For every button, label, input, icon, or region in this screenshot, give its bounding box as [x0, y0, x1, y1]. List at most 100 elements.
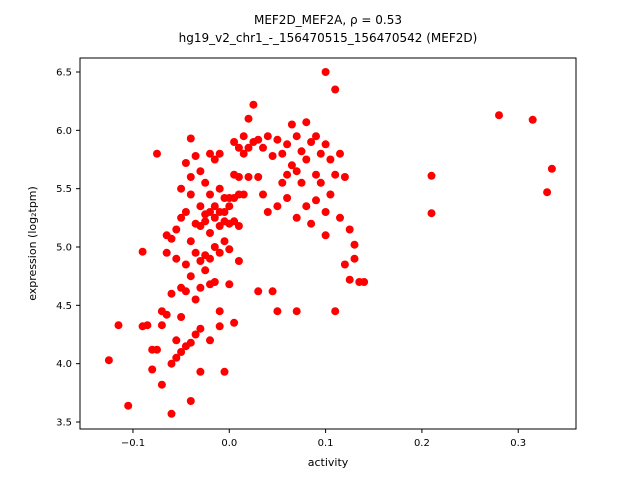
x-tick-label: 0.0 — [221, 438, 237, 449]
data-point — [278, 178, 287, 187]
data-point — [177, 213, 186, 222]
data-point — [162, 248, 171, 257]
data-point — [181, 287, 190, 296]
data-point — [186, 397, 195, 405]
data-point — [292, 213, 301, 222]
data-point — [336, 149, 344, 158]
data-point — [186, 237, 195, 246]
data-point — [172, 225, 181, 234]
data-point — [220, 208, 229, 216]
data-point — [234, 173, 243, 181]
data-point — [104, 356, 113, 365]
data-point — [191, 152, 200, 160]
data-point — [283, 170, 292, 179]
data-point — [206, 254, 214, 263]
data-point — [283, 194, 292, 202]
data-point — [196, 257, 205, 265]
y-axis-label: expression (log₂tpm) — [26, 186, 39, 301]
data-point — [297, 147, 306, 156]
data-point — [234, 222, 243, 230]
axis-ticks: −0.1 0.0 0.1 0.2 0.3 3.5 4.0 4.5 5.0 5.5 6.0 6.5 — [56, 68, 526, 450]
data-point — [191, 248, 200, 257]
data-point — [340, 260, 349, 269]
data-point — [172, 353, 181, 362]
data-point — [206, 336, 214, 345]
data-point — [263, 132, 272, 141]
y-tick-label: 4.0 — [56, 359, 72, 370]
data-point — [196, 283, 205, 292]
data-point — [283, 140, 292, 149]
data-point — [287, 120, 296, 129]
data-point — [278, 149, 287, 158]
data-point — [167, 409, 176, 418]
data-point — [206, 190, 214, 199]
data-point — [234, 143, 243, 152]
data-point — [167, 359, 176, 368]
data-point — [210, 213, 219, 222]
data-point — [167, 289, 176, 298]
data-point — [273, 202, 282, 211]
data-point — [268, 287, 277, 296]
data-point — [307, 219, 316, 228]
data-point — [254, 287, 263, 296]
data-point — [196, 202, 205, 211]
data-point — [181, 208, 190, 216]
data-point — [312, 132, 320, 141]
data-point — [230, 318, 239, 327]
data-point — [157, 380, 166, 389]
data-point — [210, 202, 219, 211]
data-point — [225, 245, 234, 254]
data-point — [427, 209, 436, 218]
data-point — [336, 213, 344, 222]
data-point — [427, 171, 436, 180]
data-point — [350, 240, 359, 249]
y-tick-label: 5.0 — [56, 243, 72, 254]
y-tick-label: 3.5 — [56, 418, 72, 429]
data-point — [191, 295, 200, 304]
data-point — [191, 330, 200, 339]
data-point — [230, 138, 239, 146]
chart-title-line-2: hg19_v2_chr1_-_156470515_156470542 (MEF2… — [179, 31, 478, 45]
data-point — [331, 170, 340, 179]
data-point — [206, 208, 214, 216]
scatter-points — [104, 68, 556, 418]
data-point — [321, 68, 330, 76]
data-point — [234, 257, 243, 265]
data-point — [292, 167, 301, 176]
data-point — [186, 338, 195, 347]
data-point — [360, 278, 369, 286]
data-point — [331, 85, 340, 94]
data-point — [186, 173, 195, 181]
data-point — [244, 143, 253, 152]
data-point — [186, 134, 195, 143]
data-point — [239, 190, 248, 199]
data-point — [143, 321, 152, 330]
data-point — [528, 115, 537, 124]
data-point — [114, 321, 123, 330]
data-point — [326, 190, 335, 199]
x-tick-label: 0.2 — [414, 438, 430, 449]
data-point — [210, 155, 219, 164]
data-point — [157, 321, 166, 330]
data-point — [215, 248, 224, 257]
data-point — [345, 275, 354, 284]
data-point — [273, 135, 282, 144]
data-point — [167, 234, 176, 243]
data-point — [177, 348, 186, 356]
data-point — [254, 135, 263, 144]
data-point — [292, 132, 301, 141]
data-point — [138, 247, 147, 256]
data-point — [340, 173, 349, 181]
data-point — [273, 307, 282, 316]
chart-title-line-1: MEF2D_MEF2A, ρ = 0.53 — [254, 13, 402, 27]
data-point — [220, 237, 229, 246]
data-point — [196, 167, 205, 176]
data-point — [316, 178, 325, 187]
data-point — [350, 254, 359, 263]
data-point — [239, 149, 248, 158]
data-point — [316, 149, 325, 158]
y-tick-label: 6.5 — [56, 68, 72, 79]
data-point — [321, 231, 330, 240]
data-point — [287, 161, 296, 170]
data-point — [220, 367, 229, 376]
